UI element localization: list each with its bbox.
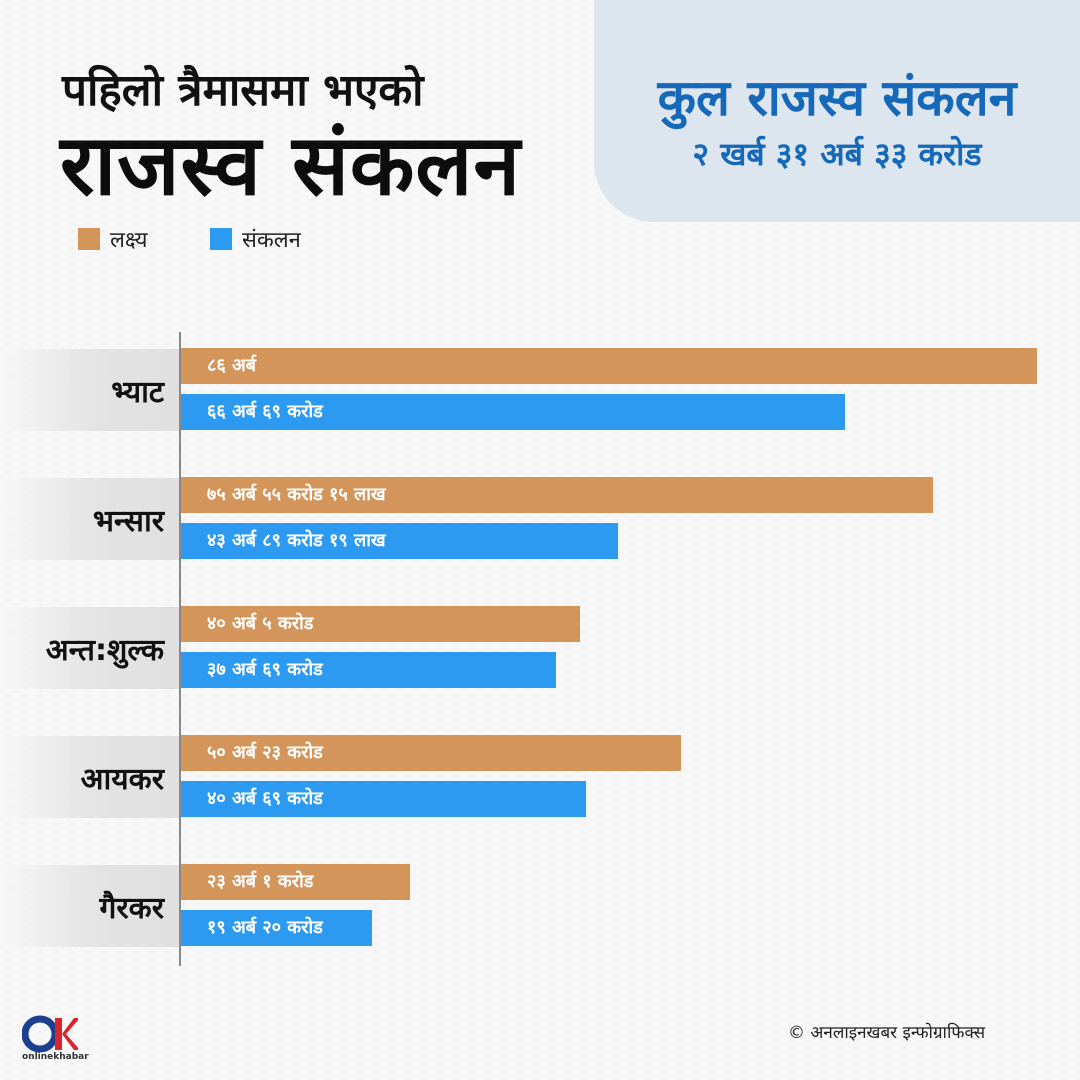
bar-collection (181, 781, 586, 817)
legend-item-target: लक्ष्य (78, 224, 147, 254)
legend-label-collection: संकलन (242, 228, 301, 253)
bar-value-label-target: २३ अर्ब १ करोड (207, 871, 314, 892)
bar-value-label-target: ५० अर्ब २३ करोड (207, 742, 323, 763)
bar-value-label-collection: ४३ अर्ब ८९ करोड १९ लाख (207, 530, 386, 551)
category-label: भन्सार (92, 504, 164, 539)
logo-text: onlinekhabar (22, 1052, 89, 1062)
category-row-background (0, 349, 180, 431)
category-label: आयकर (80, 762, 164, 797)
bar-collection (181, 910, 372, 946)
category-row-background (0, 736, 180, 818)
bar-target (181, 477, 933, 513)
bar-value-label-collection: ४० अर्ब ६९ करोड (207, 788, 323, 809)
bar-target (181, 606, 580, 642)
bar-value-label-collection: १९ अर्ब २० करोड (207, 917, 323, 938)
category-row-background (0, 607, 180, 689)
onlinekhabar-logo (22, 1015, 78, 1053)
bar-value-label-target: ८६ अर्ब (207, 355, 257, 376)
legend-swatch-collection (210, 228, 232, 250)
page-title: राजस्व संकलन (60, 116, 521, 214)
category-label: अन्त:शुल्क (45, 633, 164, 668)
legend-item-collection: संकलन (210, 224, 301, 254)
category-label: भ्याट (111, 375, 164, 410)
legend-label-target: लक्ष्य (110, 228, 148, 253)
chart-axis-line (179, 332, 181, 966)
bar-target (181, 348, 1037, 384)
bar-value-label-collection: ६६ अर्ब ६९ करोड (207, 401, 323, 422)
bar-value-label-target: ७५ अर्ब ५५ करोड १५ लाख (207, 484, 386, 505)
bar-target (181, 735, 681, 771)
legend-swatch-target (78, 228, 100, 250)
copyright-icon: © (788, 1023, 805, 1043)
bar-value-label-collection: ३७ अर्ब ६९ करोड (207, 659, 323, 680)
bar-target (181, 864, 410, 900)
bar-collection (181, 652, 556, 688)
credit-text: अनलाइनखबर इन्फोग्राफिक्स (810, 1023, 986, 1043)
total-value: २ खर्ब ३१ अर्ब ३३ करोड (692, 135, 982, 173)
category-row-background (0, 865, 180, 947)
category-row-background (0, 478, 180, 560)
category-label: गैरकर (99, 891, 164, 926)
copyright-credit: © अनलाइनखबर इन्फोग्राफिक्स (788, 1020, 985, 1043)
bar-value-label-target: ४० अर्ब ५ करोड (207, 613, 314, 634)
total-summary-box: कुल राजस्व संकलन २ खर्ब ३१ अर्ब ३३ करोड (594, 0, 1080, 222)
bar-collection (181, 523, 618, 559)
bar-collection (181, 394, 845, 430)
total-label: कुल राजस्व संकलन (657, 69, 1017, 127)
title-line1: पहिलो त्रैमासमा भएको (62, 65, 424, 116)
